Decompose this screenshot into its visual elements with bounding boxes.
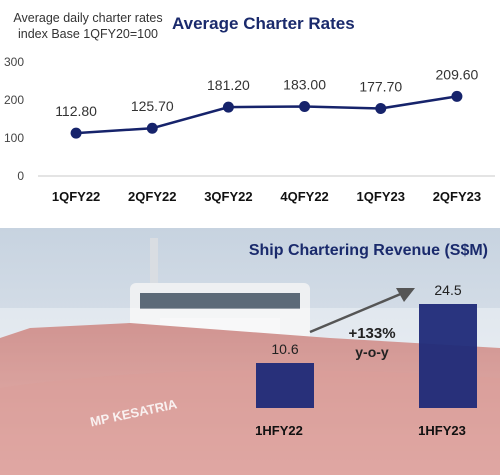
data-label: 181.20 — [207, 77, 250, 93]
x-tick-label: 3QFY22 — [204, 189, 252, 204]
x-tick-label: 2QFY23 — [433, 189, 481, 204]
bar-chart: 10.6 1HFY22 24.5 1HFY23 +133% y-o-y — [255, 282, 477, 438]
revenue-bar — [419, 304, 477, 408]
growth-sub-label: y-o-y — [355, 344, 389, 360]
y-tick-label: 200 — [4, 93, 24, 107]
data-point — [146, 122, 158, 134]
series-line — [76, 95, 458, 135]
charter-rates-panel: Average daily charter rates index Base 1… — [0, 0, 500, 228]
chart-subtitle: Average daily charter rates index Base 1… — [13, 11, 163, 41]
data-point — [222, 101, 234, 113]
line-chart: 0 100 200 300 112.80 1QFY22 125.70 2QFY22 181.20… — [4, 55, 495, 204]
data-point — [451, 90, 463, 102]
x-tick-label: 1QFY22 — [52, 189, 100, 204]
bar-value-label: 24.5 — [434, 282, 461, 298]
chart-title: Average Charter Rates — [172, 14, 355, 33]
revenue-title: Ship Chartering Revenue (S$M) — [248, 242, 488, 259]
data-point — [375, 102, 387, 114]
data-point — [70, 127, 82, 139]
bar-category-label: 1HFY22 — [255, 423, 303, 438]
data-label: 183.00 — [283, 76, 326, 92]
y-tick-label: 300 — [4, 55, 24, 69]
bar-category-label: 1HFY23 — [418, 423, 466, 438]
x-tick-label: 1QFY23 — [357, 189, 405, 204]
growth-label: +133% — [348, 325, 395, 342]
x-tick-label: 4QFY22 — [280, 189, 328, 204]
bar-value-label: 10.6 — [271, 341, 298, 357]
y-tick-label: 0 — [17, 169, 24, 183]
data-label: 209.60 — [436, 66, 479, 82]
ship-background: MP KESATRIA — [0, 228, 500, 475]
x-tick-label: 2QFY22 — [128, 189, 176, 204]
growth-arrow-head — [396, 288, 415, 302]
data-label: 125.70 — [131, 98, 174, 114]
data-label: 177.70 — [359, 78, 402, 94]
growth-arrow-line — [309, 291, 404, 334]
revenue-panel: MP KESATRIA Ship Chartering Revenue (S$M… — [0, 228, 500, 475]
data-point — [299, 100, 311, 112]
revenue-bar — [256, 363, 314, 408]
data-label: 112.80 — [55, 103, 97, 119]
y-tick-label: 100 — [4, 131, 24, 145]
